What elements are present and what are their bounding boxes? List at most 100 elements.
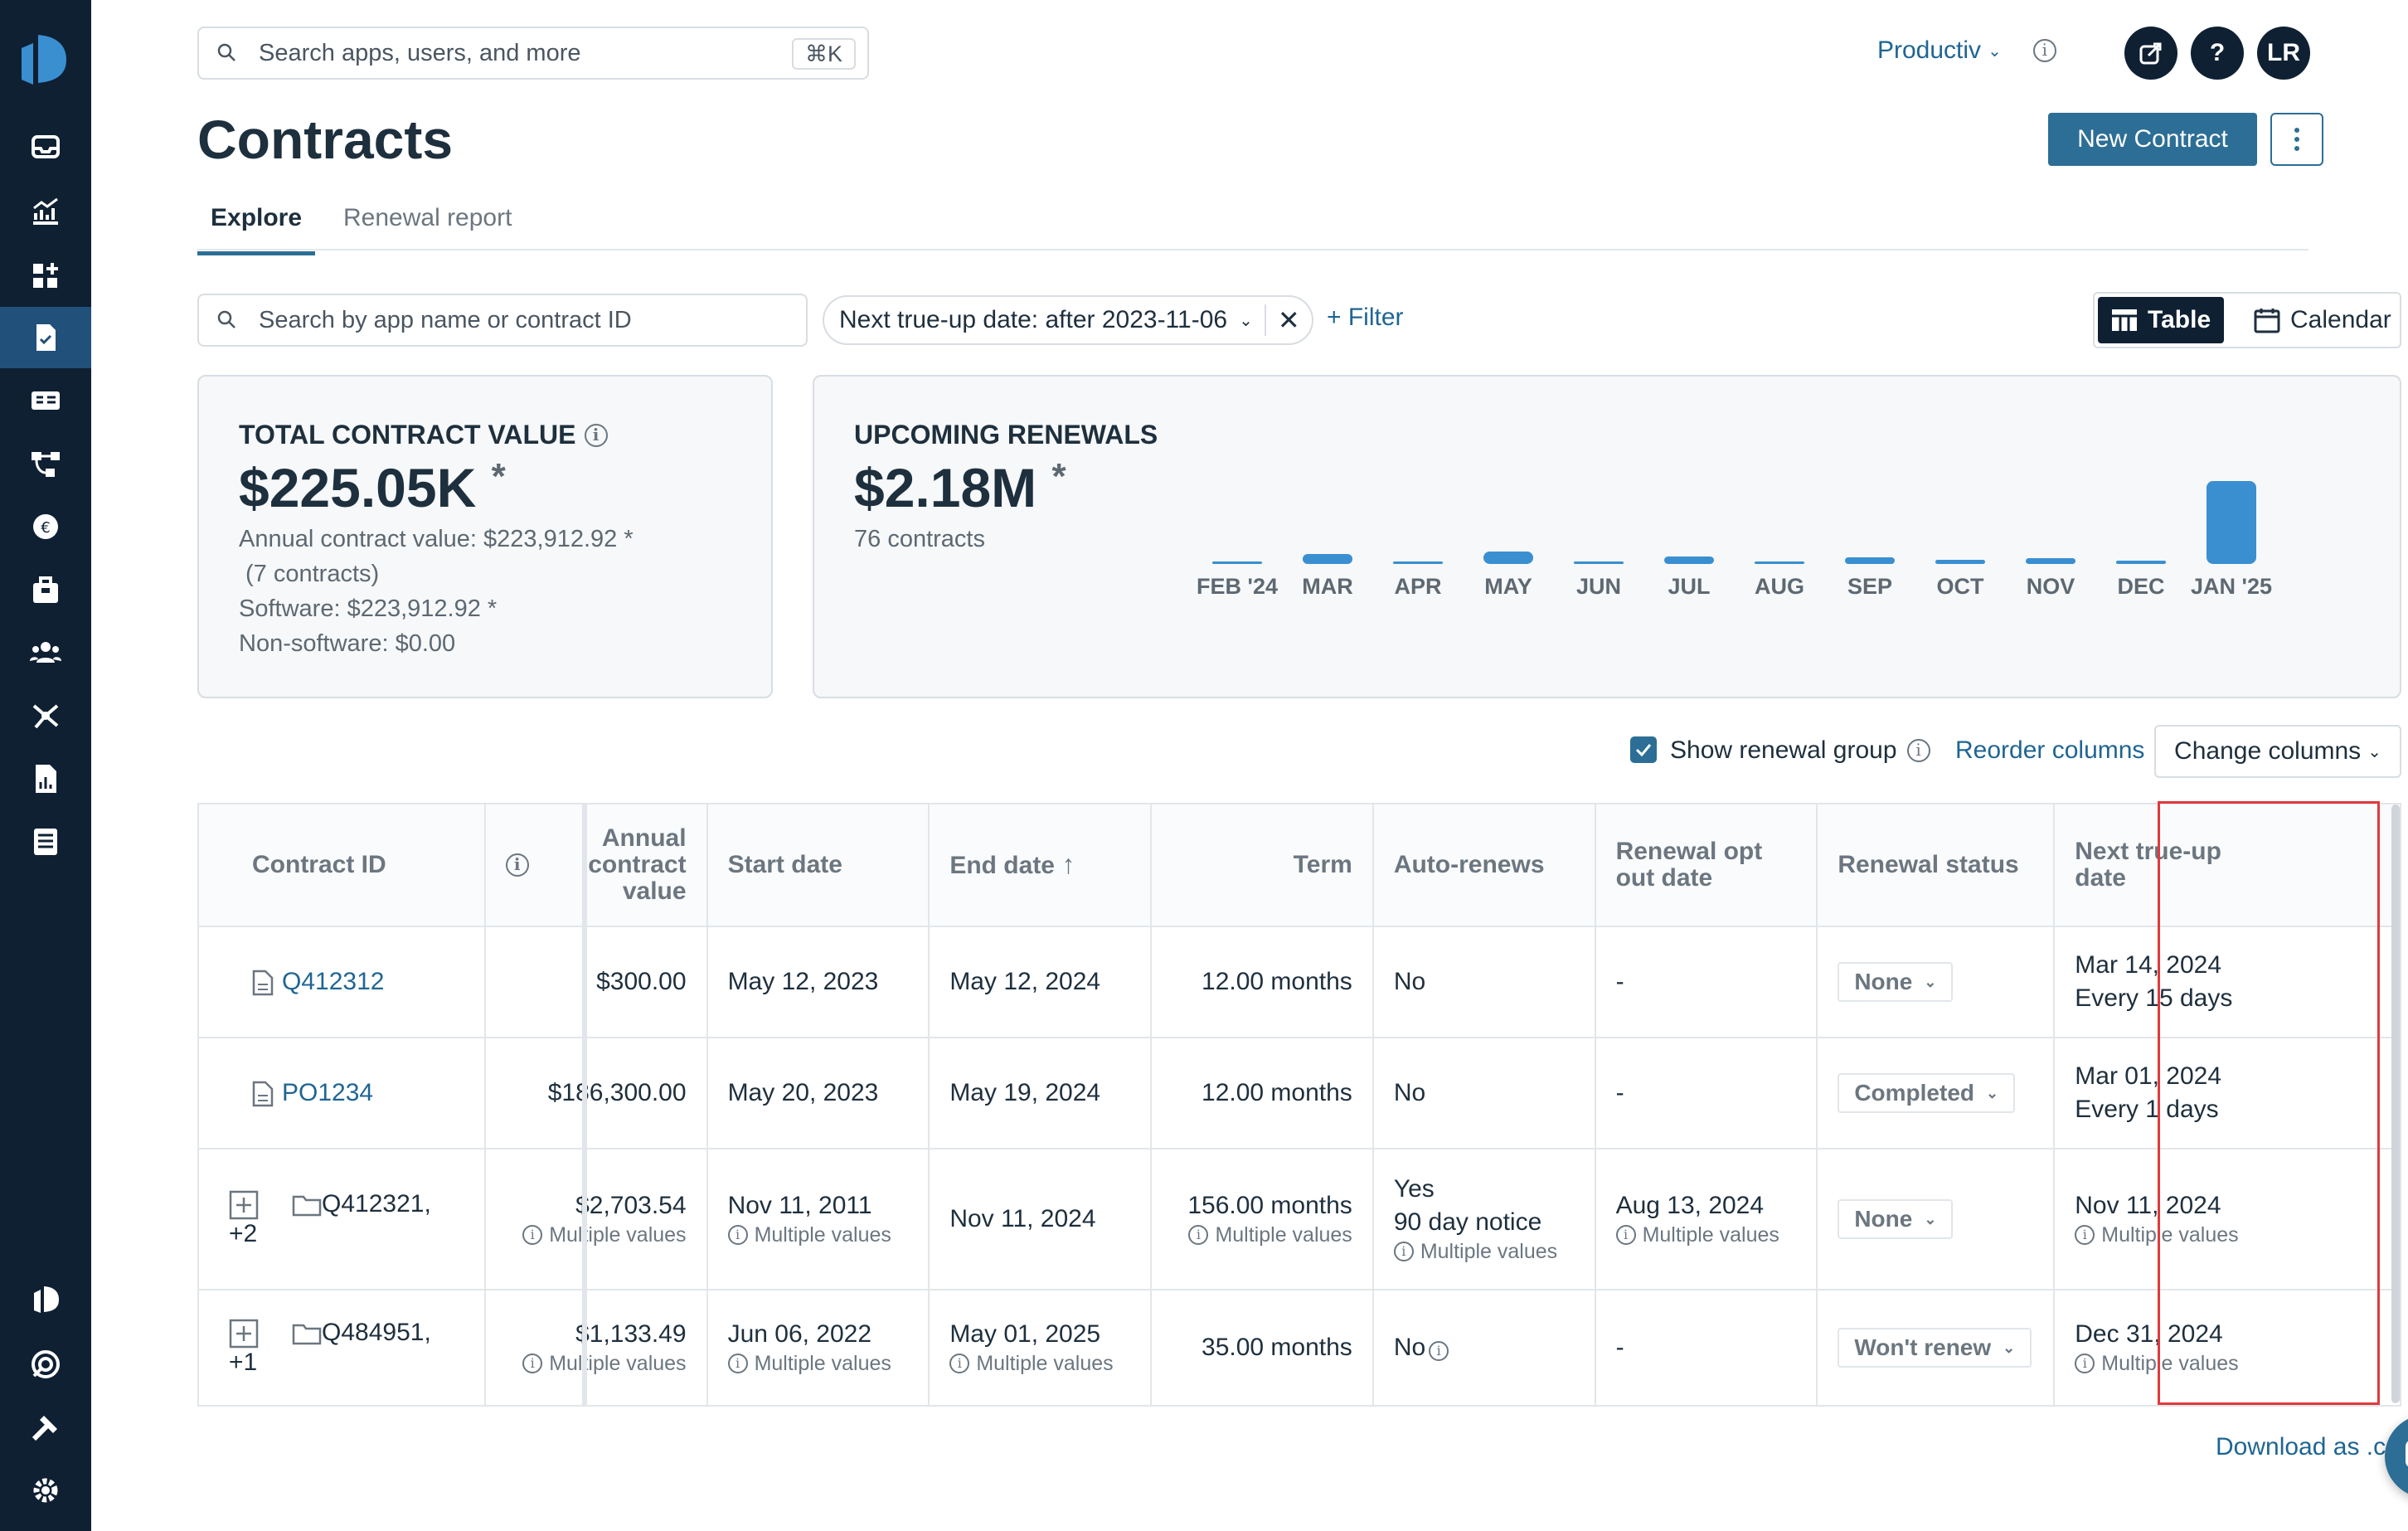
share-button[interactable] [2124, 27, 2177, 80]
renewal-status-dropdown[interactable]: None ⌄ [1838, 1199, 1954, 1239]
info-icon[interactable]: i [584, 423, 608, 447]
column-header-renewal-opt-out-date[interactable]: Renewal opt out date [1594, 803, 1818, 927]
chart-icon[interactable] [0, 181, 91, 242]
bar-feb-24[interactable] [1212, 561, 1262, 564]
contract-icon[interactable] [0, 307, 91, 368]
info-icon[interactable]: i [505, 853, 529, 877]
renewal-status-dropdown[interactable]: Completed ⌄ [1838, 1073, 2016, 1113]
report-icon[interactable] [0, 748, 91, 809]
show-renewal-group[interactable]: Show renewal group i [1670, 736, 1930, 765]
reorder-columns-link[interactable]: Reorder columns [1955, 736, 2145, 764]
column-header-annual-contract-value[interactable]: i Annual contract value [483, 803, 708, 927]
column-header-start-date[interactable]: Start date [706, 803, 930, 927]
invoice-icon[interactable] [0, 370, 91, 431]
folder-icon [292, 1195, 322, 1217]
integrations-icon[interactable] [0, 685, 91, 746]
avatar[interactable]: LR [2257, 27, 2310, 80]
next-true-up-cell: Nov 11, 2024 i Multiple values [2053, 1148, 2401, 1290]
apps-add-icon[interactable] [0, 245, 91, 307]
bar-oct[interactable] [1935, 560, 1985, 564]
tab-explore[interactable]: Explore [197, 204, 316, 255]
table-row[interactable]: PO1234 $186,300.00 May 20, 2023 May 19, … [197, 1037, 2401, 1149]
tab-renewal-report[interactable]: Renewal report [343, 204, 512, 231]
table-row[interactable]: Q412312 $300.00 May 12, 2023 May 12, 202… [197, 926, 2401, 1038]
bar-jun[interactable] [1574, 561, 1624, 564]
help-button[interactable]: ? [2191, 27, 2244, 80]
spend-icon[interactable]: € [0, 496, 91, 557]
global-search-input[interactable]: Search apps, users, and more ⌘K [197, 27, 869, 80]
bar-apr[interactable] [1393, 561, 1443, 564]
true-up-date: Dec 31, 2024 [2075, 1320, 2223, 1348]
column-header-end-date[interactable]: End date ↑ [928, 803, 1153, 927]
bar-mar[interactable] [1303, 554, 1352, 564]
main-content: Search apps, users, and more ⌘K Producti… [91, 0, 2408, 1531]
info-icon[interactable]: i [1188, 1225, 1209, 1245]
column-header-term[interactable]: Term [1150, 803, 1374, 927]
info-icon[interactable]: i [1429, 1341, 1449, 1361]
info-icon[interactable]: i [2075, 1354, 2095, 1373]
renewal-status-cell: Completed ⌄ [1816, 1037, 2056, 1149]
list-icon[interactable] [0, 811, 91, 872]
table-scrollbar[interactable] [2391, 804, 2400, 1403]
column-header-renewal-status[interactable]: Renewal status [1816, 803, 2056, 927]
bar-jul[interactable] [1664, 557, 1714, 564]
store-icon[interactable] [0, 559, 91, 620]
info-icon[interactable]: i [1906, 739, 1930, 762]
expand-icon[interactable] [229, 1319, 259, 1349]
info-icon[interactable]: i [727, 1354, 748, 1373]
info-icon[interactable]: i [1393, 1242, 1414, 1261]
column-header-auto-renews[interactable]: Auto-renews [1371, 803, 1596, 927]
change-columns-button[interactable]: Change columns ⌄ [2154, 725, 2401, 778]
contract-id-link[interactable]: Q412312 [282, 967, 385, 995]
table-row[interactable]: Q484951, +1 $1,133.49 i Multiple values Ju… [197, 1289, 2401, 1407]
filter-chip[interactable]: Next true-up date: after 2023-11-06 ⌄ ✕ [823, 295, 1313, 345]
multiple-values: i Multiple values [506, 1223, 687, 1247]
nonsoftware-label: Non-software: [239, 630, 389, 657]
contract-search-input[interactable]: Search by app name or contract ID [197, 294, 808, 347]
info-icon[interactable]: i [2075, 1225, 2095, 1245]
info-icon[interactable]: i [522, 1225, 543, 1245]
info-icon[interactable]: i [522, 1354, 543, 1373]
settings-icon[interactable] [0, 1460, 91, 1521]
bar-dec[interactable] [2116, 561, 2166, 564]
renewal-status-dropdown[interactable]: Won't renew ⌄ [1838, 1328, 2032, 1368]
next-true-up-cell: Mar 14, 2024 Every 15 days [2053, 926, 2401, 1038]
support-icon[interactable] [0, 1334, 91, 1395]
productiv-icon[interactable] [0, 1269, 91, 1330]
workflow-icon[interactable] [0, 433, 91, 494]
info-icon[interactable]: i [727, 1225, 748, 1245]
bar-aug[interactable] [1755, 561, 1804, 564]
renewal-status-dropdown[interactable]: None ⌄ [1838, 962, 1954, 1002]
expand-icon[interactable] [229, 1190, 259, 1220]
download-csv-link[interactable]: Download as .csv [2216, 1433, 2398, 1461]
calendar-view-button[interactable]: Calendar [2241, 297, 2405, 343]
tools-icon[interactable] [0, 1397, 91, 1458]
contract-group-id[interactable]: Q484951, +1 [229, 1318, 431, 1377]
close-icon[interactable]: ✕ [1264, 304, 1300, 336]
column-header-next-true-up-date[interactable]: Next true-up date [2053, 803, 2401, 927]
more-options-button[interactable] [2270, 113, 2323, 166]
renewals-asterisk: * [1051, 456, 1066, 497]
new-contract-button[interactable]: New Contract [2048, 113, 2257, 166]
info-icon[interactable]: i [949, 1354, 970, 1373]
bar-jan-25[interactable] [2207, 481, 2256, 564]
productiv-logo[interactable] [22, 35, 66, 85]
info-icon[interactable]: i [2032, 39, 2056, 62]
show-renewal-group-checkbox[interactable] [1630, 736, 1657, 763]
inbox-icon[interactable] [0, 116, 91, 177]
chat-button[interactable] [2385, 1415, 2408, 1498]
bar-nov[interactable] [2026, 558, 2075, 564]
table-view-button[interactable]: Table [2098, 297, 2225, 343]
total-contract-value-card: TOTAL CONTRACT VALUE i $225.05K * Annual … [197, 375, 773, 698]
bar-may[interactable] [1483, 552, 1533, 564]
column-header-contract-id[interactable]: Contract ID [197, 803, 486, 927]
contract-count: (7 contracts) [245, 561, 380, 587]
bar-sep[interactable] [1845, 557, 1895, 564]
org-switcher[interactable]: Productiv ⌄ i [1877, 36, 2056, 65]
info-icon[interactable]: i [1615, 1225, 1636, 1245]
users-icon[interactable] [0, 622, 91, 683]
contract-group-id[interactable]: Q412321, +2 [229, 1189, 431, 1248]
table-row[interactable]: Q412321, +2 $2,703.54 i Multiple values No… [197, 1148, 2401, 1290]
contract-id-link[interactable]: PO1234 [282, 1078, 374, 1106]
add-filter-button[interactable]: + Filter [1327, 304, 1404, 332]
